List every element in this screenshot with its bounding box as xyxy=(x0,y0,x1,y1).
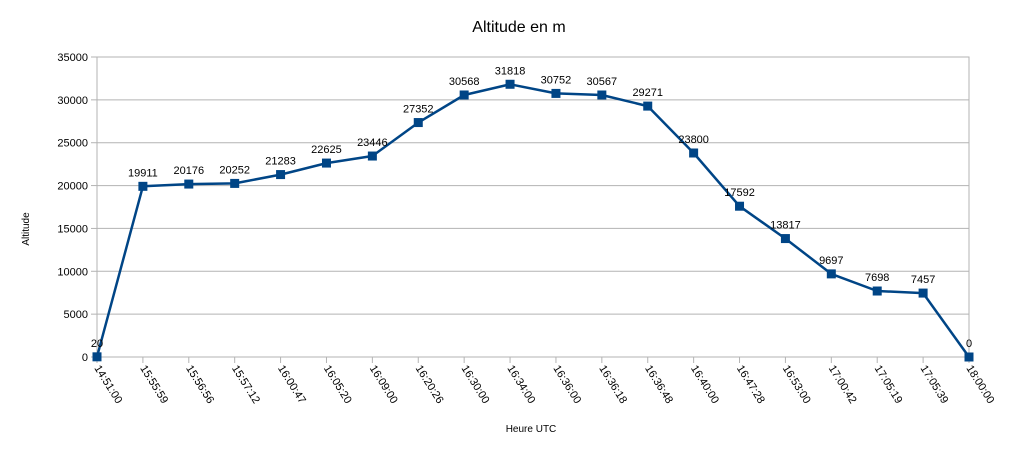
y-axis-ticks: 0 5000 10000 15000 20000 25000 30000 35000 xyxy=(57,52,97,364)
data-label-2: 20176 xyxy=(173,165,204,177)
data-point-16 xyxy=(826,269,836,279)
data-point-3 xyxy=(230,178,240,188)
y-tick-label-1: 5000 xyxy=(64,309,88,321)
data-label-13: 23800 xyxy=(678,134,709,146)
x-tick-label-8: 16:30:00 xyxy=(459,363,492,406)
series-line-0 xyxy=(95,83,971,358)
data-label-5: 22625 xyxy=(311,144,342,156)
data-label-3: 20252 xyxy=(219,164,250,176)
data-point-18 xyxy=(918,288,928,298)
x-tick-label-12: 16:36:48 xyxy=(642,363,675,406)
data-label-4: 21283 xyxy=(265,156,296,168)
y-tick-label-0: 0 xyxy=(82,352,88,364)
data-label-17: 7698 xyxy=(865,272,889,284)
x-axis-title: Heure UTC xyxy=(506,424,557,435)
x-tick-label-16: 17:00:42 xyxy=(826,363,859,406)
x-tick-label-15: 16:53:00 xyxy=(780,363,813,406)
x-tick-label-7: 16:20:26 xyxy=(413,363,446,406)
gridlines xyxy=(97,56,969,358)
data-point-6 xyxy=(367,151,377,161)
y-tick-label-4: 20000 xyxy=(57,181,88,193)
data-point-12 xyxy=(643,101,653,111)
data-label-7: 27352 xyxy=(403,104,434,116)
data-point-0 xyxy=(92,352,102,362)
data-label-6: 23446 xyxy=(357,137,388,149)
data-label-18: 7457 xyxy=(911,274,935,286)
data-label-16: 9697 xyxy=(819,255,843,267)
y-tick-label-2: 10000 xyxy=(57,266,88,278)
x-tick-label-2: 15:56:56 xyxy=(183,363,216,406)
data-label-11: 30567 xyxy=(587,76,618,88)
data-point-13 xyxy=(689,148,699,158)
data-point-15 xyxy=(780,234,790,244)
x-tick-label-3: 15:57:12 xyxy=(229,363,262,406)
data-label-10: 30752 xyxy=(541,74,572,86)
data-point-19 xyxy=(964,352,974,362)
data-label-12: 29271 xyxy=(632,87,663,99)
data-label-8: 30568 xyxy=(449,76,480,88)
data-label-0: 20 xyxy=(91,338,103,350)
data-label-14: 17592 xyxy=(724,187,755,199)
x-tick-label-13: 16:40:00 xyxy=(688,363,721,406)
x-tick-label-5: 16:05:20 xyxy=(321,363,354,406)
x-tick-label-14: 16:47:28 xyxy=(734,363,767,406)
y-tick-label-7: 35000 xyxy=(57,52,88,64)
x-tick-label-11: 16:36:18 xyxy=(596,363,629,406)
data-point-10 xyxy=(551,88,561,98)
x-tick-label-6: 16:09:00 xyxy=(367,363,400,406)
data-point-11 xyxy=(597,90,607,100)
x-tick-label-17: 17:05:19 xyxy=(872,363,905,406)
chart-title: Altitude en m xyxy=(472,19,565,36)
x-tick-label-1: 15:55:59 xyxy=(137,363,170,406)
data-point-9 xyxy=(505,79,515,89)
data-label-19: 0 xyxy=(966,338,972,350)
y-tick-label-6: 30000 xyxy=(57,95,88,107)
x-axis-ticks: 14:51:00 15:55:59 15:56:56 15:57:12 16:00:47… xyxy=(91,357,996,406)
plot-area xyxy=(96,56,970,358)
data-point-7 xyxy=(413,118,423,128)
data-point-5 xyxy=(321,158,331,168)
series-altitude xyxy=(92,79,974,362)
data-label-1: 19911 xyxy=(128,167,158,179)
data-point-14 xyxy=(735,201,745,211)
x-tick-label-10: 16:36:00 xyxy=(550,363,583,406)
data-point-4 xyxy=(276,170,286,180)
data-label-9: 31818 xyxy=(495,65,526,77)
x-tick-label-18: 17:05:39 xyxy=(918,363,951,406)
data-point-1 xyxy=(138,181,148,191)
y-tick-label-5: 25000 xyxy=(57,138,88,150)
x-tick-label-9: 16:34:00 xyxy=(505,363,538,406)
data-point-17 xyxy=(872,286,882,296)
data-labels: 20 19911 20176 20252 21283 22625 23446 27352 305… xyxy=(91,65,972,350)
data-label-15: 13817 xyxy=(770,220,801,232)
y-axis-title: Altitude xyxy=(21,212,32,246)
y-tick-label-3: 15000 xyxy=(57,223,88,235)
data-point-8 xyxy=(459,90,469,100)
x-tick-label-19: 18:00:00 xyxy=(963,363,996,406)
x-tick-label-0: 14:51:00 xyxy=(91,363,124,406)
data-point-2 xyxy=(184,179,194,189)
x-tick-label-4: 16:00:47 xyxy=(275,363,308,406)
